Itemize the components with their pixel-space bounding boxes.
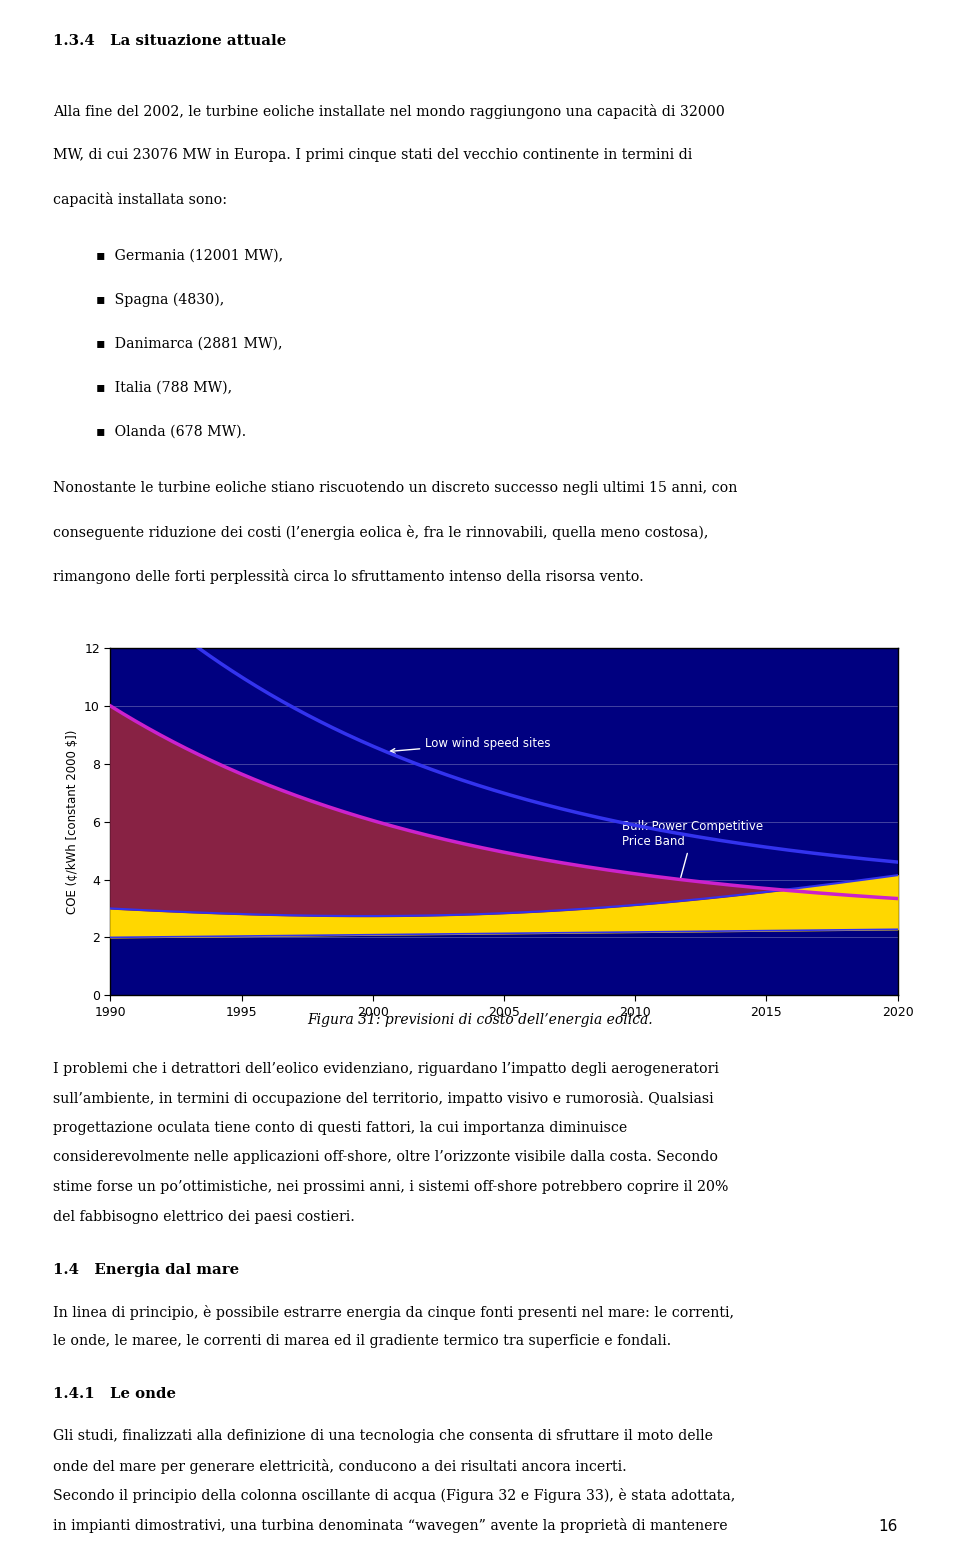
Text: stime forse un po’ottimistiche, nei prossimi anni, i sistemi off-shore potrebber: stime forse un po’ottimistiche, nei pros… (53, 1180, 729, 1194)
Text: Figura 31: previsioni di costo dell’energia eolica.: Figura 31: previsioni di costo dell’ener… (307, 1012, 653, 1028)
Text: Alla fine del 2002, le turbine eoliche installate nel mondo raggiungono una capa: Alla fine del 2002, le turbine eoliche i… (53, 103, 725, 119)
Text: 16: 16 (878, 1518, 898, 1534)
Text: onde del mare per generare elettricità, conducono a dei risultati ancora incerti: onde del mare per generare elettricità, … (53, 1458, 627, 1474)
Text: capacità installata sono:: capacità installata sono: (53, 191, 227, 207)
Text: ▪  Olanda (678 MW).: ▪ Olanda (678 MW). (96, 424, 247, 438)
Text: le onde, le maree, le correnti di marea ed il gradiente termico tra superficie e: le onde, le maree, le correnti di marea … (53, 1335, 671, 1349)
Text: High wind
speed sites: High wind speed sites (207, 810, 309, 870)
Text: MW, di cui 23076 MW in Europa. I primi cinque stati del vecchio continente in te: MW, di cui 23076 MW in Europa. I primi c… (53, 148, 692, 162)
Text: ▪  Danimarca (2881 MW),: ▪ Danimarca (2881 MW), (96, 336, 282, 350)
Text: sull’ambiente, in termini di occupazione del territorio, impatto visivo e rumoro: sull’ambiente, in termini di occupazione… (53, 1091, 713, 1106)
Text: del fabbisogno elettrico dei paesi costieri.: del fabbisogno elettrico dei paesi costi… (53, 1210, 354, 1224)
Y-axis label: COE (¢/kWh [constant 2000 $]): COE (¢/kWh [constant 2000 $]) (65, 730, 79, 913)
Text: Low wind speed sites: Low wind speed sites (390, 736, 551, 753)
Text: considerevolmente nelle applicazioni off-shore, oltre l’orizzonte visibile dalla: considerevolmente nelle applicazioni off… (53, 1151, 718, 1165)
Text: I problemi che i detrattori dell’eolico evidenziano, riguardano l’impatto degli : I problemi che i detrattori dell’eolico … (53, 1062, 719, 1075)
Text: ▪  Italia (788 MW),: ▪ Italia (788 MW), (96, 381, 232, 395)
Text: Gli studi, finalizzati alla definizione di una tecnologia che consenta di sfrutt: Gli studi, finalizzati alla definizione … (53, 1429, 712, 1443)
Text: ▪  Spagna (4830),: ▪ Spagna (4830), (96, 293, 225, 307)
Text: 1.4.1   Le onde: 1.4.1 Le onde (53, 1387, 176, 1401)
Text: In linea di principio, è possibile estrarre energia da cinque fonti presenti nel: In linea di principio, è possibile estra… (53, 1304, 733, 1319)
Text: 1.3.4   La situazione attuale: 1.3.4 La situazione attuale (53, 34, 286, 48)
Text: 1.4   Energia dal mare: 1.4 Energia dal mare (53, 1264, 239, 1278)
Text: Bulk Power Competitive
Price Band: Bulk Power Competitive Price Band (622, 819, 763, 896)
Text: ▪  Germania (12001 MW),: ▪ Germania (12001 MW), (96, 248, 283, 262)
Text: progettazione oculata tiene conto di questi fattori, la cui importanza diminuisc: progettazione oculata tiene conto di que… (53, 1120, 627, 1134)
Text: conseguente riduzione dei costi (l’energia eolica è, fra le rinnovabili, quella : conseguente riduzione dei costi (l’energ… (53, 525, 708, 540)
Text: in impianti dimostrativi, una turbina denominata “wavegen” avente la proprietà d: in impianti dimostrativi, una turbina de… (53, 1518, 728, 1532)
Text: rimangono delle forti perplessità circa lo sfruttamento intenso della risorsa ve: rimangono delle forti perplessità circa … (53, 569, 643, 585)
Text: Secondo il principio della colonna oscillante di acqua (Figura 32 e Figura 33), : Secondo il principio della colonna oscil… (53, 1487, 735, 1503)
Text: Nonostante le turbine eoliche stiano riscuotendo un discreto successo negli ulti: Nonostante le turbine eoliche stiano ris… (53, 481, 737, 495)
